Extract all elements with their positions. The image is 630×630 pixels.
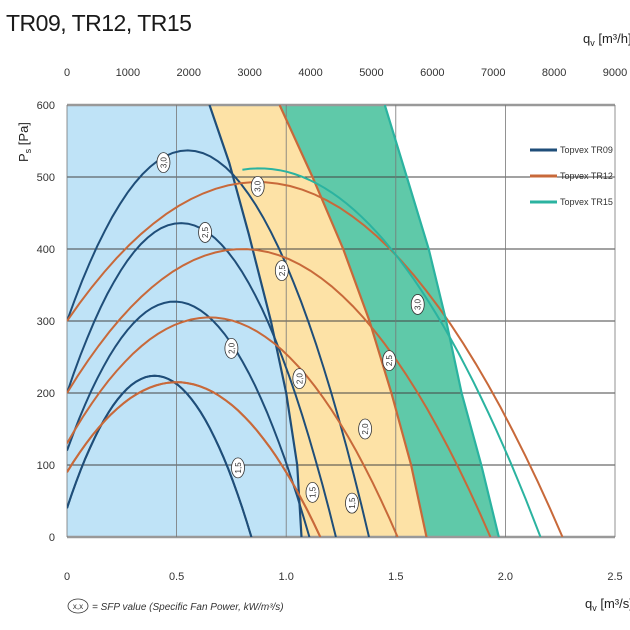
sfp-labels: 3,0 2,5 2,0 1,5 3,0 2,5 2,0 1,5 3,0 2,5 2,0 1,5 [156, 152, 425, 514]
x2-axis-label: qv [m³/h] [583, 31, 630, 48]
sfp-label-text: 2,0 [227, 342, 236, 354]
y-tick-label: 400 [37, 244, 55, 256]
series-curves [67, 105, 564, 537]
x2-tick-label: 1000 [116, 67, 140, 79]
sfp-label-badge [224, 337, 239, 359]
footnote: x,x = SFP value (Specific Fan Power, kW/m… [67, 598, 284, 614]
sfp-label-badge [198, 222, 212, 243]
x-tick-label: 2.5 [607, 571, 622, 583]
x2-tick-label: 7000 [481, 67, 505, 79]
max-curve-0 [208, 105, 303, 537]
legend-label: Topvex TR09 [560, 145, 613, 155]
x-tick-label: 1.0 [279, 571, 294, 583]
sfp-label-badge [274, 260, 289, 282]
y-tick-label: 300 [37, 316, 55, 328]
footnote-text: = SFP value (Specific Fan Power, kW/m³/s… [92, 602, 284, 613]
sfp-label-badge [358, 418, 373, 440]
footnote-symbol [67, 598, 89, 614]
sfp-label-text: 2,0 [361, 423, 370, 435]
x2-tick-label: 8000 [542, 67, 566, 79]
sfp-curve [242, 167, 542, 537]
max-curve-2 [383, 105, 500, 537]
sfp-label-text: 2,5 [278, 264, 287, 276]
sfp-label-badge [156, 152, 171, 174]
y-tick-label: 600 [37, 100, 55, 112]
legend-label: Topvex TR15 [560, 197, 613, 207]
y-axis-label: Ps [Pa] [16, 122, 33, 162]
x-tick-label: 1.5 [388, 571, 403, 583]
chart-title: TR09, TR12, TR15 [6, 10, 192, 36]
x-tick-label: 2.0 [498, 571, 513, 583]
sfp-label-text: 2,5 [201, 226, 210, 238]
sfp-label-badge [292, 368, 307, 390]
lower-curve [67, 374, 253, 537]
y-tick-label: 0 [49, 532, 55, 544]
x-tick-label: 0.5 [169, 571, 184, 583]
sfp-label-text: 3,0 [254, 180, 263, 192]
x2-tick-label: 5000 [359, 67, 383, 79]
footnote-symbol-text: x,x [73, 602, 83, 611]
sfp-label-badge [410, 294, 425, 315]
sfp-label-text: 1,5 [348, 497, 357, 509]
legend: Topvex TR09 Topvex TR12 Topvex TR15 [530, 145, 613, 207]
axes: 0 0.5 1.0 1.5 2.0 2.50 1000 2000 3000 4000 5000 600… [16, 31, 630, 613]
sfp-label-badge [250, 175, 265, 197]
x-tick-label: 0 [64, 571, 70, 583]
sfp-curve [67, 181, 564, 537]
sfp-label-text: 3,0 [414, 298, 423, 310]
sfp-curve [67, 316, 399, 537]
sfp-label-text: 1,5 [309, 486, 318, 498]
x2-tick-label: 6000 [420, 67, 444, 79]
y-tick-label: 200 [37, 388, 55, 400]
sfp-label-badge [382, 350, 397, 372]
max-curve-1 [278, 105, 428, 537]
sfp-label-text: 3,0 [159, 156, 168, 168]
x2-tick-label: 2000 [177, 67, 201, 79]
y-tick-label: 100 [37, 460, 55, 472]
sfp-label-text: 1,5 [234, 462, 243, 474]
x-axis-label: qv [m³/s] [585, 596, 630, 613]
sfp-label-text: 2,5 [385, 354, 394, 366]
x2-tick-label: 0 [64, 67, 70, 79]
y-tick-label: 500 [37, 172, 55, 184]
sfp-curve [67, 248, 492, 537]
sfp-label-badge [231, 457, 245, 479]
x2-tick-label: 9000 [603, 67, 627, 79]
sfp-curve [67, 149, 370, 537]
legend-label: Topvex TR12 [560, 171, 613, 181]
lower-curve [67, 381, 322, 537]
x2-tick-label: 3000 [237, 67, 261, 79]
sfp-label-badge [345, 492, 359, 514]
sfp-label-badge [305, 481, 320, 503]
sfp-curve [67, 300, 311, 537]
x2-tick-label: 4000 [298, 67, 322, 79]
sfp-label-text: 2,0 [295, 372, 304, 384]
